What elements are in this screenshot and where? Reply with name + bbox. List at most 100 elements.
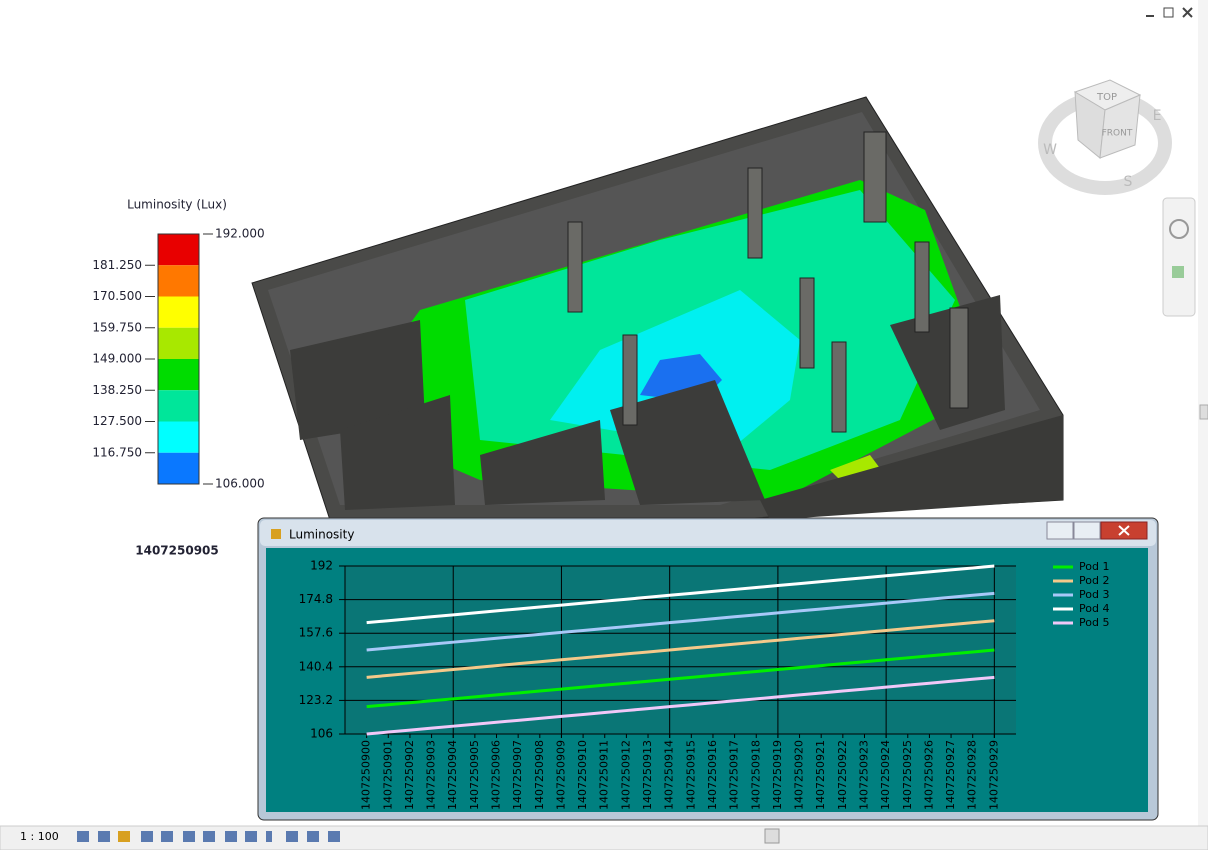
x-tick-label: 1407250902 <box>403 740 416 810</box>
scroll-thumb[interactable] <box>1199 404 1208 420</box>
legend-label: Pod 2 <box>1079 574 1109 587</box>
pillar <box>949 307 969 409</box>
viewcube-west[interactable]: W <box>1043 142 1057 158</box>
legend-label: 127.500 <box>92 414 142 428</box>
window-titlebar[interactable] <box>260 520 1156 546</box>
x-tick-label: 1407250911 <box>598 740 611 810</box>
series-line <box>366 591 995 652</box>
icon[interactable] <box>245 831 257 842</box>
icon[interactable] <box>118 831 130 842</box>
zoom-tool[interactable] <box>1172 266 1184 278</box>
icon[interactable] <box>141 831 153 842</box>
room-wall <box>480 420 605 505</box>
series-line <box>366 648 995 709</box>
x-tick-label: 1407250925 <box>901 740 914 810</box>
x-tick-label: 1407250916 <box>706 740 719 810</box>
y-tick-label: 157.6 <box>299 626 333 640</box>
icon[interactable] <box>225 831 237 842</box>
close[interactable] <box>1182 7 1193 18</box>
legend-label: 116.750 <box>92 445 142 459</box>
pillar <box>622 334 638 426</box>
chart-window: Luminosity <box>257 517 1159 821</box>
pillar <box>831 341 847 433</box>
legend-band <box>158 234 199 266</box>
series-line <box>366 619 995 679</box>
legend-title: Luminosity (Lux) <box>127 198 227 212</box>
x-tick-label: 1407250912 <box>619 740 632 810</box>
y-tick-label: 192 <box>310 559 333 573</box>
horizontal-scroll-thumb[interactable] <box>764 828 780 844</box>
series-line <box>366 564 995 625</box>
legend-label: Pod 3 <box>1079 588 1109 601</box>
legend-band <box>158 359 199 391</box>
icon[interactable] <box>266 831 272 842</box>
front-wall <box>760 415 1063 520</box>
x-tick-label: 1407250903 <box>425 740 438 810</box>
restore[interactable] <box>1163 7 1174 18</box>
pillar <box>799 277 815 369</box>
scale[interactable]: 1 : 100 <box>20 830 59 843</box>
view-control-icons[interactable] <box>77 831 340 842</box>
x-tick-label: 1407250924 <box>879 740 892 810</box>
series-line <box>366 675 995 736</box>
view-cube: TOP FRONT W E S <box>1038 79 1172 195</box>
viewcube-east[interactable]: E <box>1153 108 1162 124</box>
viewcube-top[interactable]: TOP <box>1096 92 1117 103</box>
navigation-bar[interactable] <box>1162 197 1196 317</box>
x-tick-label: 1407250906 <box>490 740 503 810</box>
x-tick-label: 1407250923 <box>857 740 870 810</box>
x-tick-label: 1407250913 <box>641 740 654 810</box>
pillar <box>747 167 763 259</box>
y-tick-label: 140.4 <box>299 659 333 673</box>
pillar <box>863 131 887 223</box>
x-tick-label: 1407250901 <box>381 740 394 810</box>
viewcube-south[interactable]: S <box>1124 174 1133 190</box>
legend-label: 181.250 <box>92 258 142 272</box>
x-tick-label: 1407250919 <box>771 740 784 810</box>
icon[interactable] <box>286 831 298 842</box>
x-tick-label: 1407250915 <box>684 740 697 810</box>
legend-label: 192.000 <box>215 227 265 241</box>
x-tick-label: 1407250921 <box>814 740 827 810</box>
timestamp: 1407250905 <box>135 544 219 558</box>
legend-label: Pod 1 <box>1079 560 1109 573</box>
legend-band <box>158 265 199 297</box>
chart: 106 123.2 140.4 157.6 174.8 192 1407250900 1407… <box>299 559 1110 811</box>
window-minimize[interactable] <box>1046 521 1074 540</box>
icon[interactable] <box>203 831 215 842</box>
icon[interactable] <box>307 831 319 842</box>
x-tick-label: 1407250917 <box>728 740 741 810</box>
steering-wheel[interactable] <box>1169 219 1189 239</box>
legend-label: 170.500 <box>92 289 142 303</box>
legend-bar: 192.000 181.250 170.500 159.750 149.000 138.2… <box>92 227 264 491</box>
icon[interactable] <box>183 831 195 842</box>
legend-label: Pod 5 <box>1079 616 1109 629</box>
x-tick-label: 1407250929 <box>987 740 1000 810</box>
status-bar <box>0 825 1208 850</box>
x-tick-label: 1407250909 <box>554 740 567 810</box>
window-controls[interactable] <box>1146 7 1193 18</box>
legend-label: Pod 4 <box>1079 602 1109 615</box>
window-title: Luminosity <box>289 528 354 542</box>
legend-label: 159.750 <box>92 320 142 334</box>
y-tick-label: 106 <box>310 727 333 741</box>
pillar <box>567 221 583 313</box>
x-tick-label: 1407250918 <box>749 740 762 810</box>
viewcube-front[interactable]: FRONT <box>1102 129 1133 139</box>
icon[interactable] <box>77 831 89 842</box>
building-model <box>251 96 1064 521</box>
x-tick-label: 1407250900 <box>360 740 373 810</box>
legend-band <box>158 452 199 484</box>
icon[interactable] <box>328 831 340 842</box>
x-tick-label: 1407250920 <box>793 740 806 810</box>
minimize[interactable] <box>1146 15 1154 17</box>
icon[interactable] <box>98 831 110 842</box>
x-tick-label: 1407250904 <box>446 740 459 810</box>
legend-label: 138.250 <box>92 383 142 397</box>
icon[interactable] <box>161 831 173 842</box>
legend-band <box>158 421 199 453</box>
x-tick-label: 1407250922 <box>836 740 849 810</box>
legend-band <box>158 390 199 422</box>
window-maximize[interactable] <box>1073 521 1101 540</box>
